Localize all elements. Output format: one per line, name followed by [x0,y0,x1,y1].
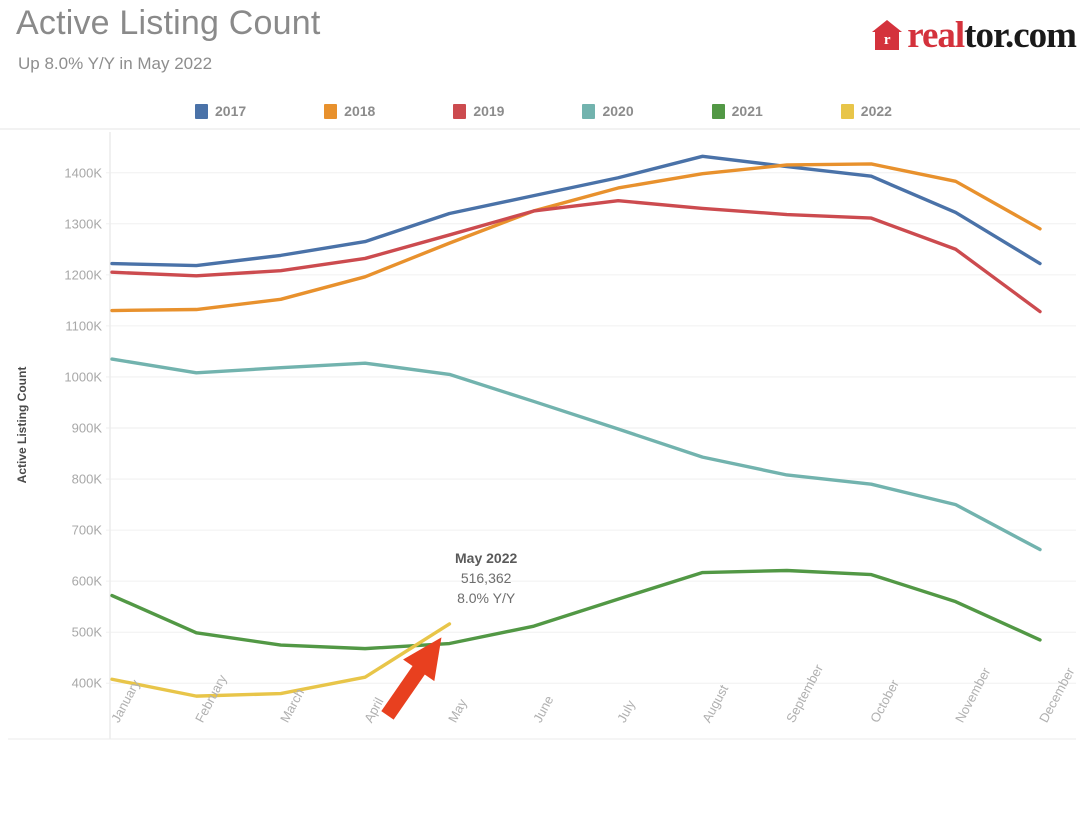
series-line-2019[interactable] [110,199,1042,314]
logo-wordmark: realtor.com [907,14,1077,56]
y-tick-label: 1200K [64,267,102,283]
series-line-2022[interactable] [110,622,452,698]
y-tick-label: 900K [71,420,102,436]
annotation-change: 8.0% Y/Y [457,590,516,606]
y-tick-label: 600K [71,573,102,589]
may-2022-annotation: May 2022 516,362 8.0% Y/Y [455,548,517,608]
y-tick-label: 1300K [64,216,102,232]
logo-word-red: real [907,14,965,56]
y-tick-label: 700K [71,522,102,538]
legend-item-2021[interactable]: 2021 [711,103,763,119]
y-tick-label: 1000K [64,369,102,385]
series-line-2017[interactable] [110,154,1042,268]
series-line-2020[interactable] [110,357,1042,552]
y-tick-label: 1100K [65,318,102,334]
legend-swatch-icon [582,103,596,119]
legend-label: 2019 [473,103,505,119]
chart-header: Active Listing Count Up 8.0% Y/Y in May … [0,0,1080,95]
house-roof-shape [872,20,903,32]
chart-svg [0,128,1080,740]
annotation-arrow-icon [381,637,442,720]
legend-item-2020[interactable]: 2020 [582,103,634,119]
legend-item-2019[interactable]: 2019 [453,103,504,119]
legend-label: 2017 [215,103,247,119]
house-body-shape [875,31,900,50]
legend-item-2022[interactable]: 2022 [840,103,892,119]
chart-plot-area: Active Listing Count 400K 500K 600K 700K 800… [0,128,1080,828]
legend-swatch-icon [453,103,467,119]
realtor-logo: r realtor.com [872,14,1077,56]
y-tick-label: 1400K [64,165,102,181]
series-line-2021[interactable] [110,568,1042,651]
legend-swatch-icon [324,103,338,119]
x-axis-tick-labels: January February March April May June July Augu… [0,662,1080,828]
y-tick-label: 400K [71,675,102,691]
logo-word-black: tor.com [964,14,1077,56]
annotation-value: 516,362 [460,570,512,586]
annotation-title: May 2022 [455,550,518,566]
y-axis-tick-labels: 400K 500K 600K 700K 800K 900K 1000K 1100K 1200K 1… [30,128,102,828]
legend-swatch-icon [711,103,725,119]
arrow-head [403,637,442,682]
y-tick-label: 500K [71,624,102,640]
legend-label: 2020 [602,103,634,119]
y-tick-label: 800K [71,471,102,487]
legend-label: 2022 [860,103,892,119]
legend-swatch-icon [195,103,208,119]
legend-swatch-icon [840,103,854,119]
house-icon: r [872,20,903,50]
legend-item-2018[interactable]: 2018 [324,103,375,119]
legend-label: 2021 [731,103,763,119]
page-title: Active Listing Count [16,4,321,42]
house-letter: r [883,32,891,48]
legend-item-2017[interactable]: 2017 [195,103,246,119]
chart-subtitle: Up 8.0% Y/Y in May 2022 [18,54,213,73]
series-line-2018[interactable] [110,162,1042,313]
legend-label: 2018 [344,103,376,119]
chart-legend: 2017 2018 2019 2020 2021 2022 [195,99,955,123]
